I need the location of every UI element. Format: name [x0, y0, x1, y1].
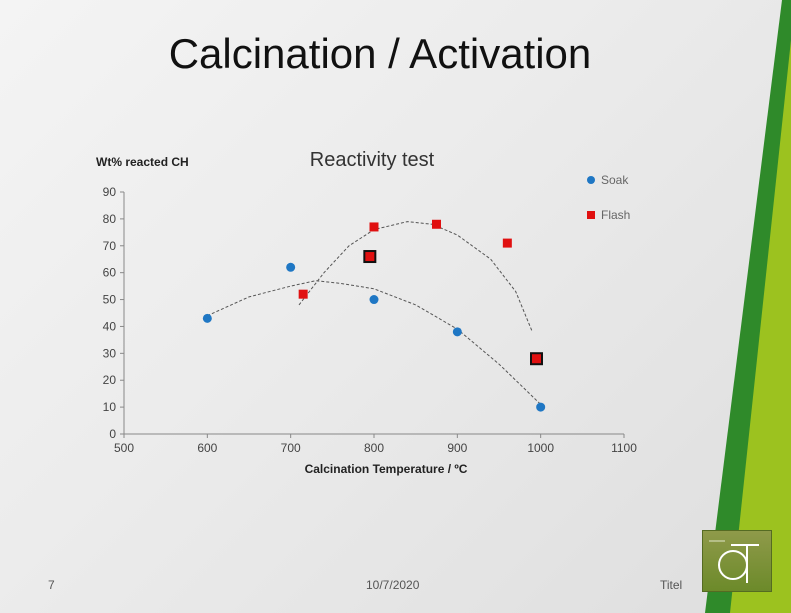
- x-tick-label: 500: [114, 441, 134, 455]
- slide-title: Calcination / Activation: [168, 30, 592, 77]
- trendlines-group: [207, 221, 542, 405]
- x-axis-label: Calcination Temperature / ºC: [305, 462, 468, 476]
- legend-marker-flash: [587, 211, 595, 219]
- chart-title: Reactivity test: [310, 149, 435, 171]
- point-flash: [502, 238, 512, 248]
- legend-group: Soak Flash: [587, 173, 630, 222]
- company-logo: [702, 530, 772, 592]
- y-tick-label: 50: [103, 293, 117, 307]
- point-soak: [369, 295, 379, 305]
- point-soak: [536, 402, 546, 412]
- trendline-soak: [207, 280, 542, 405]
- y-tick-label: 90: [103, 185, 117, 199]
- points-group: [202, 219, 546, 412]
- x-tick-label: 700: [281, 441, 301, 455]
- point-flash: [369, 222, 379, 232]
- y-tick-label: 10: [103, 400, 117, 414]
- point-flash: [432, 219, 441, 229]
- y-tick-label: 60: [103, 266, 117, 280]
- footer-title: Titel: [660, 578, 683, 592]
- point-soak: [452, 327, 462, 337]
- y-axis-label: Wt% reacted CH: [96, 155, 189, 169]
- point-soak: [286, 262, 296, 272]
- y-tick-label: 30: [103, 346, 117, 360]
- x-tick-label: 1000: [527, 441, 554, 455]
- y-tick-label: 40: [103, 319, 117, 333]
- chart-svg: Reactivity test Wt% reacted CH Calcinati…: [96, 149, 638, 476]
- x-tick-label: 800: [364, 441, 384, 455]
- logo-mark-icon: [709, 540, 759, 583]
- legend-label-flash: Flash: [601, 208, 630, 222]
- x-tick-label: 900: [447, 441, 467, 455]
- legend-marker-soak: [587, 176, 595, 184]
- x-tick-label: 600: [197, 441, 217, 455]
- legend-label-soak: Soak: [601, 173, 629, 187]
- stripe-light: [730, 40, 791, 613]
- page-number: 7: [48, 578, 55, 592]
- footer-date: 10/7/2020: [366, 578, 420, 592]
- y-tick-label: 20: [103, 373, 117, 387]
- reactivity-chart: Reactivity test Wt% reacted CH Calcinati…: [60, 140, 660, 480]
- y-tick-label: 0: [109, 427, 116, 441]
- y-tick-label: 70: [103, 239, 117, 253]
- point-soak: [202, 313, 212, 323]
- y-tick-label: 80: [103, 212, 117, 226]
- point-flash-highlighted: [363, 250, 377, 264]
- x-tick-label: 1100: [611, 441, 637, 455]
- axes-group: 0 10 20 30 40 50 60 70 80 90 500 600 700 800 900 1000 11…: [103, 185, 638, 455]
- point-flash: [298, 289, 308, 299]
- point-flash-highlighted: [530, 352, 543, 366]
- trendline-flash: [298, 221, 533, 332]
